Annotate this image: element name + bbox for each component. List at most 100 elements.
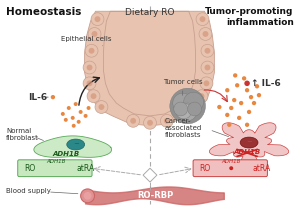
FancyBboxPatch shape [18, 160, 92, 177]
Circle shape [255, 84, 259, 88]
Text: ↑ IL-6: ↑ IL-6 [251, 79, 281, 88]
Circle shape [127, 114, 140, 127]
Circle shape [77, 120, 81, 124]
Circle shape [199, 28, 212, 40]
Circle shape [147, 120, 153, 126]
Circle shape [196, 13, 209, 26]
Circle shape [227, 123, 231, 127]
Ellipse shape [67, 139, 85, 150]
Circle shape [252, 101, 256, 105]
Circle shape [84, 192, 92, 200]
Circle shape [160, 114, 173, 127]
Circle shape [205, 64, 210, 71]
Circle shape [170, 88, 206, 124]
Polygon shape [143, 168, 157, 182]
Circle shape [83, 77, 96, 90]
Text: ~: ~ [73, 141, 79, 147]
Text: Tumor cells: Tumor cells [163, 79, 202, 95]
Circle shape [232, 98, 236, 102]
Circle shape [229, 106, 233, 110]
Circle shape [51, 95, 55, 99]
Circle shape [92, 31, 98, 37]
Circle shape [201, 44, 214, 57]
Circle shape [245, 123, 249, 127]
Circle shape [257, 93, 261, 97]
Circle shape [233, 73, 237, 78]
Circle shape [87, 80, 92, 86]
Text: ADH1B: ADH1B [222, 159, 241, 164]
Text: atRA: atRA [252, 164, 270, 173]
Circle shape [173, 93, 193, 113]
Circle shape [244, 81, 250, 86]
Circle shape [72, 124, 76, 128]
Circle shape [87, 64, 92, 71]
Circle shape [225, 88, 230, 92]
Circle shape [67, 106, 71, 110]
Text: atRA: atRA [77, 164, 95, 173]
Circle shape [64, 118, 68, 122]
Circle shape [237, 116, 241, 120]
Circle shape [203, 80, 209, 86]
Circle shape [87, 90, 100, 103]
FancyBboxPatch shape [193, 160, 267, 177]
Circle shape [79, 110, 83, 114]
Circle shape [186, 101, 199, 114]
Circle shape [242, 76, 246, 81]
Circle shape [88, 48, 94, 54]
Circle shape [91, 13, 104, 26]
Circle shape [61, 112, 65, 116]
Circle shape [190, 104, 196, 110]
Circle shape [247, 110, 251, 114]
Circle shape [144, 116, 156, 129]
Circle shape [200, 16, 206, 22]
Text: Tumor-promoting
inflammation: Tumor-promoting inflammation [205, 7, 294, 27]
Circle shape [176, 103, 192, 119]
Text: Normal
fibroblast: Normal fibroblast [6, 128, 39, 141]
Text: Cancer-
associated
fibroblasts: Cancer- associated fibroblasts [165, 118, 202, 138]
Circle shape [217, 105, 221, 109]
Circle shape [195, 90, 208, 103]
Text: RO-RBP: RO-RBP [137, 191, 173, 200]
Circle shape [83, 61, 96, 74]
Circle shape [225, 113, 230, 117]
Circle shape [201, 61, 214, 74]
Text: RO: RO [24, 164, 35, 173]
Polygon shape [34, 136, 112, 157]
Circle shape [130, 118, 136, 124]
Circle shape [229, 166, 233, 170]
Text: Dietary RO: Dietary RO [125, 8, 175, 17]
Text: Epithelial cells: Epithelial cells [61, 36, 111, 46]
Text: Homeostasis: Homeostasis [6, 7, 82, 17]
Text: ~: ~ [246, 140, 252, 146]
Text: Blood supply: Blood supply [6, 188, 51, 194]
Circle shape [71, 116, 75, 120]
Text: ADH1B: ADH1B [233, 149, 261, 155]
Circle shape [200, 77, 213, 90]
Polygon shape [209, 123, 289, 170]
Circle shape [179, 103, 196, 121]
Text: ADH1B: ADH1B [46, 159, 66, 164]
Circle shape [245, 88, 249, 92]
Circle shape [94, 16, 100, 22]
Circle shape [164, 118, 170, 124]
Circle shape [235, 83, 239, 88]
Text: IL-6: IL-6 [28, 93, 47, 102]
Polygon shape [85, 11, 214, 126]
Circle shape [249, 95, 253, 99]
Circle shape [98, 104, 104, 110]
Polygon shape [85, 187, 224, 205]
Circle shape [88, 28, 101, 40]
Circle shape [74, 102, 78, 106]
Ellipse shape [240, 137, 258, 148]
Circle shape [188, 102, 202, 116]
Circle shape [202, 31, 208, 37]
Circle shape [91, 93, 97, 99]
Circle shape [95, 101, 108, 114]
Circle shape [199, 93, 205, 99]
Circle shape [85, 44, 98, 57]
Circle shape [84, 114, 88, 118]
Circle shape [87, 106, 91, 110]
Text: ADH1B: ADH1B [52, 151, 80, 157]
Circle shape [81, 189, 94, 203]
Circle shape [174, 102, 188, 116]
